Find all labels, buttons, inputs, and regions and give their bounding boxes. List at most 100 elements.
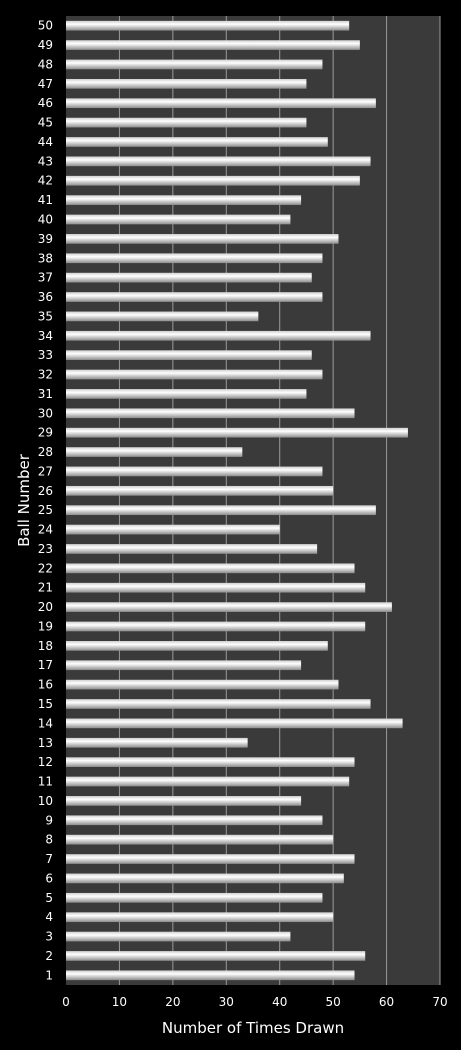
bar-ball-16 [66,679,339,690]
y-tick-label: 23 [38,542,53,556]
y-tick-label: 50 [38,19,53,33]
bar-ball-25 [66,505,376,516]
bar-ball-29 [66,427,408,438]
bar-ball-24 [66,524,280,535]
x-tick-label: 40 [272,995,287,1009]
bar-ball-7 [66,854,355,864]
y-tick-label: 29 [38,426,53,440]
x-axis-title: Number of Times Drawn [162,1019,344,1037]
bar-ball-28 [66,447,243,457]
y-tick-label: 11 [38,775,53,789]
y-tick-label: 42 [38,174,53,188]
bar-ball-43 [66,156,371,167]
bar-ball-18 [66,641,328,651]
y-tick-label: 17 [38,658,53,672]
y-tick-label: 20 [38,600,53,614]
bar-ball-22 [66,563,355,574]
y-tick-label: 38 [38,251,53,265]
y-tick-label: 9 [45,813,53,827]
bar-ball-26 [66,485,334,496]
y-tick-label: 28 [38,445,53,459]
bar-ball-19 [66,621,366,632]
y-tick-label: 16 [38,678,53,692]
y-tick-label: 21 [38,581,53,595]
y-tick-label: 32 [38,368,53,382]
y-tick-label: 40 [38,212,53,226]
y-tick-labels: 1234567891011121314151617181920212223242… [38,19,53,983]
bar-ball-13 [66,737,248,748]
bar-ball-37 [66,272,312,283]
y-tick-label: 15 [38,697,53,711]
bar-ball-31 [66,389,307,399]
bar-ball-50 [66,20,350,31]
y-tick-label: 47 [38,77,53,91]
x-tick-label: 20 [165,995,180,1009]
y-tick-label: 10 [38,794,53,808]
y-tick-label: 43 [38,154,53,168]
bar-ball-39 [66,234,339,244]
bar-ball-30 [66,408,355,419]
bar-ball-12 [66,757,355,767]
y-tick-label: 7 [45,852,53,866]
y-tick-label: 31 [38,387,53,401]
bar-ball-21 [66,582,366,593]
y-tick-label: 18 [38,639,53,653]
y-tick-label: 27 [38,464,53,478]
y-tick-label: 46 [38,96,53,110]
bar-ball-46 [66,98,376,109]
x-tick-label: 60 [379,995,394,1009]
bar-ball-36 [66,292,323,302]
y-tick-label: 49 [38,38,53,52]
bar-ball-11 [66,776,350,787]
y-tick-label: 41 [38,193,53,207]
y-tick-label: 30 [38,406,53,420]
bar-ball-42 [66,175,360,186]
y-tick-label: 3 [45,930,53,944]
bar-ball-6 [66,873,344,884]
y-tick-label: 45 [38,116,53,130]
bar-ball-27 [66,466,323,477]
y-tick-label: 1 [45,968,53,982]
x-tick-label: 70 [432,995,447,1009]
bar-ball-2 [66,951,366,961]
bar-ball-15 [66,699,371,709]
bar-ball-49 [66,40,360,50]
bar-ball-4 [66,912,334,923]
y-tick-label: 22 [38,561,53,575]
y-tick-label: 6 [45,871,53,885]
bar-ball-20 [66,602,392,612]
y-tick-label: 33 [38,348,53,362]
x-tick-label: 10 [112,995,127,1009]
bar-ball-1 [66,970,355,981]
bar-ball-41 [66,195,302,205]
bar-ball-10 [66,796,302,806]
y-tick-label: 12 [38,755,53,769]
y-tick-label: 19 [38,619,53,633]
bar-ball-34 [66,330,371,341]
y-tick-label: 34 [38,329,53,343]
bar-ball-3 [66,931,291,942]
bar-ball-9 [66,815,323,826]
bar-ball-44 [66,137,328,147]
y-tick-label: 39 [38,232,53,246]
bar-ball-48 [66,59,323,70]
y-tick-label: 48 [38,57,53,71]
x-tick-labels: 0 10 20 30 40 50 60 70 [62,995,447,1009]
y-tick-label: 8 [45,833,53,847]
bar-ball-23 [66,544,318,554]
y-tick-label: 26 [38,484,53,498]
bar-ball-38 [66,253,323,264]
y-tick-label: 14 [38,716,53,730]
y-axis-title: Ball Number [15,453,33,547]
bars [66,20,408,981]
y-tick-label: 36 [38,290,53,304]
bar-ball-35 [66,311,259,322]
y-tick-label: 24 [38,523,53,537]
y-tick-label: 4 [45,910,53,924]
bar-ball-40 [66,214,291,225]
y-tick-label: 25 [38,503,53,517]
bar-ball-8 [66,834,334,845]
y-tick-label: 35 [38,309,53,323]
x-tick-label: 50 [326,995,341,1009]
